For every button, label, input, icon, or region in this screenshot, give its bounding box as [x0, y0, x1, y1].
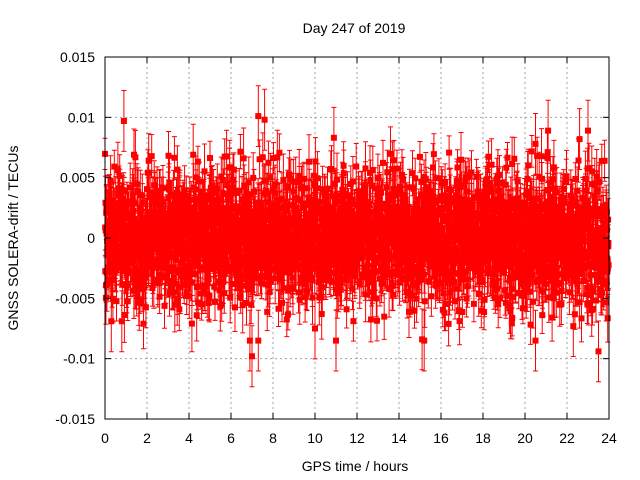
y-tick-label: -0.01 [63, 351, 95, 367]
x-tick-label: 4 [185, 430, 193, 446]
x-axis-label: GPS time / hours [302, 458, 409, 474]
y-tick-label: 0 [87, 230, 95, 246]
y-tick-label: -0.015 [55, 411, 95, 427]
y-tick-label: 0.005 [60, 170, 95, 186]
x-tick-label: 24 [601, 430, 617, 446]
y-tick-label: 0.01 [68, 109, 95, 125]
data-points [102, 113, 612, 360]
y-axis-label: GNSS SOLERA-drift / TECUs [5, 146, 21, 331]
y-tick-label: -0.005 [55, 290, 95, 306]
x-tick-label: 14 [391, 430, 407, 446]
y-tick-label: 0.015 [60, 49, 95, 65]
axes: 0 2 4 6 8 10 12 14 16 18 20 22 24-0.015-0.01-0.00500… [55, 49, 617, 446]
x-tick-label: 6 [227, 430, 235, 446]
data-series [102, 85, 612, 388]
x-tick-label: 20 [517, 430, 533, 446]
x-tick-label: 2 [143, 430, 151, 446]
x-tick-label: 8 [269, 430, 277, 446]
x-tick-label: 18 [475, 430, 491, 446]
x-tick-label: 0 [101, 430, 109, 446]
x-tick-label: 12 [349, 430, 365, 446]
x-tick-label: 10 [307, 430, 323, 446]
chart-title: Day 247 of 2019 [303, 20, 406, 36]
plot-frame [104, 56, 610, 420]
x-tick-label: 16 [433, 430, 449, 446]
x-tick-label: 22 [559, 430, 575, 446]
